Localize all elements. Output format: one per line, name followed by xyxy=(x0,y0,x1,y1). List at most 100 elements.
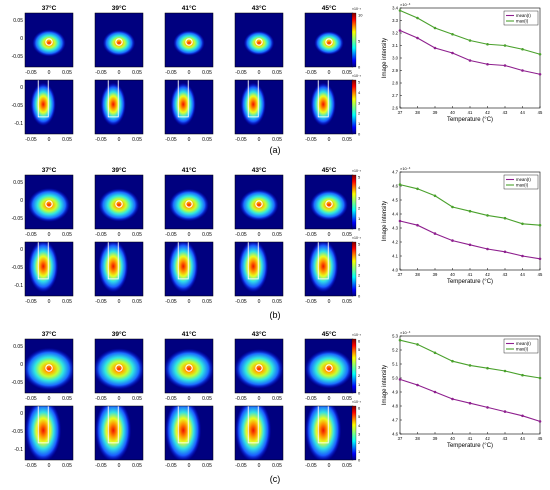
x-tick-label: 43 xyxy=(503,272,508,277)
probe-outline xyxy=(247,80,259,118)
heat-blob xyxy=(305,349,353,389)
x-axis-label: Temperature (°C) xyxy=(447,117,493,123)
heatmap-title: 43°C xyxy=(252,330,267,338)
heatmap-cell: -0.05 0 0.05 xyxy=(94,79,144,143)
heatmap-frame xyxy=(24,174,74,230)
y-tick-label: -0.05 xyxy=(12,216,24,222)
heatmap-frame xyxy=(94,338,144,394)
x-tick-label: -0.05 xyxy=(165,137,177,143)
x-tick-label: 0.05 xyxy=(342,137,352,143)
x-tick-label: -0.05 xyxy=(305,299,317,305)
colorbar-tick: 4 xyxy=(358,423,361,428)
probe-outline xyxy=(37,406,49,444)
x-tick-label: 44 xyxy=(520,436,525,441)
x-tick-label: 37 xyxy=(398,272,403,277)
heat-blob xyxy=(310,189,348,221)
y-tick-label: -0.05 xyxy=(12,265,24,271)
heat-blob xyxy=(28,242,59,293)
heatmap-title: 45°C xyxy=(322,4,337,12)
x-tick-label: 0 xyxy=(188,396,191,402)
heatmap-title: 41°C xyxy=(182,330,197,338)
heatmap-cell: -0.05 0 0.05 xyxy=(304,79,354,143)
x-tick-label: 0 xyxy=(188,232,191,238)
x-axis-label: Temperature (°C) xyxy=(447,279,493,285)
data-point xyxy=(451,32,454,36)
colorbar-tick: 0 xyxy=(358,391,361,396)
heat-blob xyxy=(238,242,269,293)
y-tick-label: 4.0 xyxy=(392,268,398,273)
heatmap-title: 41°C xyxy=(182,4,197,12)
heat-blob xyxy=(308,242,339,293)
x-tick-label: 0.05 xyxy=(272,396,282,402)
y-tick-label: 0 xyxy=(20,198,23,204)
heat-blob xyxy=(235,406,272,460)
heat-blob xyxy=(32,29,66,57)
data-point xyxy=(398,29,402,32)
tumor-marker xyxy=(185,364,193,372)
heatmap-title: 37°C xyxy=(42,330,57,338)
axis-exponent: ×10⁻³ xyxy=(400,330,411,335)
x-tick-label: -0.05 xyxy=(25,299,37,305)
x-tick-label: 0 xyxy=(328,70,331,76)
heatmap-cell: -0.05 0 0.05 0 -0.05 -0.1 xyxy=(12,405,74,469)
colorbar-tick: 5 xyxy=(358,39,361,44)
x-tick-label: 0.05 xyxy=(272,232,282,238)
tumor-marker xyxy=(185,200,193,208)
data-point xyxy=(503,369,507,373)
probe-outline xyxy=(107,80,119,118)
x-tick-label: 0.05 xyxy=(132,463,142,469)
y-tick-label: 0 xyxy=(20,85,23,91)
colorbar-tick: 2 xyxy=(358,373,361,378)
data-point xyxy=(451,239,454,242)
y-tick-label: 0 xyxy=(20,247,23,253)
probe-outline xyxy=(107,242,119,280)
data-point xyxy=(486,366,489,370)
y-tick-label: 3.4 xyxy=(392,6,398,11)
y-tick-label: 0.05 xyxy=(13,344,23,350)
heat-blob xyxy=(305,406,342,460)
heat-blob xyxy=(168,242,199,293)
x-tick-label: 0 xyxy=(48,396,51,402)
heatmap-frame xyxy=(24,79,74,135)
data-point xyxy=(538,420,542,423)
heat-blob xyxy=(100,82,126,126)
y-tick-label: 4.7 xyxy=(392,170,398,175)
x-tick-label: 0 xyxy=(48,463,51,469)
y-tick-label: 0 xyxy=(20,362,23,368)
heat-blob xyxy=(25,406,62,460)
data-point xyxy=(468,39,472,42)
x-tick-label: 38 xyxy=(415,272,420,277)
x-tick-label: 43 xyxy=(503,436,508,441)
line-chart: 4.6 4.7 4.8 4.9 5.0 5.1 5.2 5.3 37 38 39 40 41 42 43 44… xyxy=(382,330,543,449)
tumor-marker xyxy=(45,38,53,46)
x-tick-label: 42 xyxy=(485,272,490,277)
x-tick-label: -0.05 xyxy=(165,463,177,469)
y-axis-label: Image intensity xyxy=(382,201,388,241)
data-point xyxy=(503,44,507,47)
heat-blob xyxy=(102,29,136,57)
colorbar: 6 5 4 3 2 1 0 ×10⁻³ xyxy=(351,400,362,463)
x-tick-label: -0.05 xyxy=(235,299,247,305)
tumor-marker xyxy=(45,364,53,372)
heatmap-frame xyxy=(94,174,144,230)
heatmap-frame xyxy=(234,405,284,461)
probe-outline xyxy=(247,406,259,444)
x-tick-label: 0.05 xyxy=(342,463,352,469)
heatmap-frame xyxy=(164,12,214,68)
heat-blob xyxy=(165,348,213,390)
heat-blob xyxy=(28,188,70,222)
x-tick-label: -0.05 xyxy=(165,232,177,238)
data-point xyxy=(451,51,454,55)
y-tick-label: 3.1 xyxy=(392,43,398,48)
x-tick-label: 0.05 xyxy=(202,137,212,143)
heatmap-cell: -0.05 0 0.05 xyxy=(164,405,214,469)
x-tick-label: -0.05 xyxy=(305,137,317,143)
panel-labels: (a) (b) (c) xyxy=(270,145,281,484)
heatmap-frame xyxy=(234,174,284,230)
x-tick-label: -0.05 xyxy=(95,299,107,305)
x-tick-label: 0 xyxy=(118,463,121,469)
heatmap-cell: -0.05 0 0.05 xyxy=(234,79,284,143)
heatmap-frame xyxy=(24,338,74,394)
data-point xyxy=(486,214,489,217)
x-tick-label: 0.05 xyxy=(202,463,212,469)
